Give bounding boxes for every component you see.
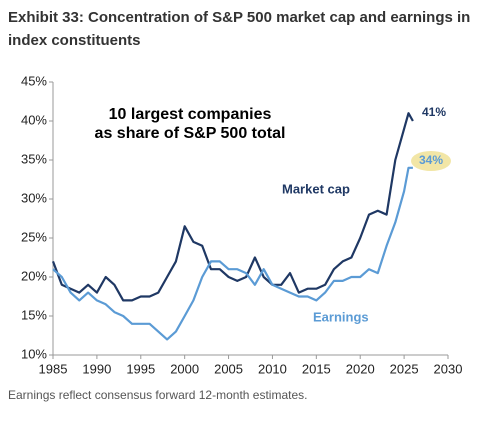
- x-tick-label: 2010: [258, 361, 287, 376]
- series-line: [52, 166, 413, 341]
- x-tick-label: 2030: [434, 361, 463, 376]
- y-tick-label: 30%: [21, 190, 47, 205]
- annotation: as share of S&P 500 total: [95, 125, 286, 142]
- annotation: 41%: [422, 105, 446, 119]
- y-tick-label: 35%: [21, 151, 47, 166]
- y-tick-label: 25%: [21, 229, 47, 244]
- annotation: Market cap: [282, 181, 350, 196]
- chart: 10% 15% 20% 25% 30% 35% 40% 45% 1985 1990 1995 2000…: [21, 73, 463, 376]
- y-tick-label: 15%: [21, 307, 47, 322]
- x-tick-label: 2025: [390, 361, 419, 376]
- annotation: Earnings: [313, 309, 369, 324]
- y-tick-label: 10%: [21, 346, 47, 361]
- y-tick-label: 45%: [21, 73, 47, 88]
- footnote: Earnings reflect consensus forward 12-mo…: [8, 388, 308, 402]
- y-tick-label: 40%: [21, 112, 47, 127]
- x-tick-label: 2000: [170, 361, 199, 376]
- highlight: [411, 151, 451, 171]
- x-tick-label: 1995: [126, 361, 155, 376]
- chart-title: Exhibit 33: Concentration of S&P 500 mar…: [8, 9, 471, 49]
- series-line: [51, 112, 414, 302]
- annotation: 34%: [419, 153, 443, 167]
- x-tick-label: 2020: [346, 361, 375, 376]
- y-tick-label: 20%: [21, 268, 47, 283]
- x-tick-label: 1990: [82, 361, 111, 376]
- annotation: 10 largest companies: [109, 106, 272, 123]
- x-tick-label: 2005: [214, 361, 243, 376]
- x-tick-label: 2015: [302, 361, 331, 376]
- x-tick-label: 1985: [39, 361, 68, 376]
